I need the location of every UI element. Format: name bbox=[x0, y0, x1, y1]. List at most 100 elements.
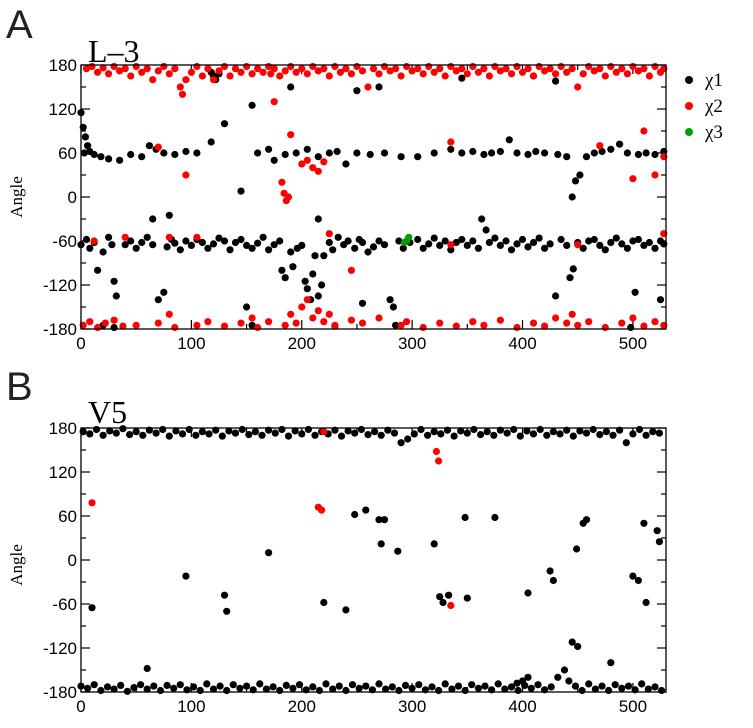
panel-a-series-2-point bbox=[193, 62, 201, 71]
panel-a-series-1-point bbox=[358, 299, 367, 307]
panel-b-series-1-point bbox=[546, 567, 554, 575]
panel-a-series-2-point bbox=[541, 322, 549, 330]
panel-a-series-2-point bbox=[248, 314, 256, 322]
panel-a-series-2-point bbox=[276, 72, 284, 80]
panel-b-series-1-point bbox=[529, 430, 538, 438]
panel-a-series-2-point bbox=[154, 67, 162, 75]
panel-b-series-1-point bbox=[463, 429, 471, 437]
panel-a-series-1-point bbox=[380, 241, 389, 249]
panel-a-series-2-point bbox=[585, 62, 593, 71]
panel-a-y-axis-label: Angle bbox=[7, 176, 26, 218]
panel-b-series-1-point bbox=[139, 431, 147, 439]
panel-a-series-1-point bbox=[623, 149, 632, 157]
panel-b-series-1-point bbox=[638, 680, 646, 688]
panel-b-series-1-point bbox=[441, 680, 449, 688]
panel-a-series-2-point bbox=[237, 68, 245, 76]
panel-a-series-1-point bbox=[351, 244, 359, 252]
panel-a-series-1-point bbox=[209, 240, 218, 248]
panel-a-series-2-point bbox=[502, 65, 510, 73]
panel-b-series-1-point bbox=[463, 594, 471, 602]
panel-a-series-1-point bbox=[220, 237, 229, 245]
panel-b-series-2-point bbox=[447, 601, 455, 610]
panel-a-series-1-point bbox=[171, 239, 179, 247]
panel-b-series-1-point bbox=[362, 506, 370, 514]
panel-b-series-1-point bbox=[574, 642, 582, 651]
panel-a-series-1-point bbox=[478, 215, 486, 223]
panel-a-series-1-point bbox=[325, 149, 333, 157]
panel-a-series-2-point bbox=[265, 318, 273, 326]
panel-b-series-1-point bbox=[322, 680, 330, 688]
panel-a-series-1-point bbox=[105, 155, 113, 163]
panel-a-series-2-point bbox=[182, 76, 190, 84]
panel-a-series-1-point bbox=[81, 133, 89, 141]
panel-a-series-1-point bbox=[90, 150, 98, 159]
panel-a-series-1-point bbox=[430, 234, 438, 242]
panel-a-series-1-point bbox=[629, 237, 637, 245]
panel-b-series-1-point bbox=[97, 686, 105, 695]
panel-b-series-1-point bbox=[549, 576, 558, 585]
panel-b-series-1-point bbox=[457, 427, 465, 435]
panel-b-series-1-point bbox=[298, 430, 306, 438]
panel-a-series-1-point bbox=[569, 265, 577, 273]
panel-b-series-1-point bbox=[569, 432, 577, 440]
panel-a-series-2-point bbox=[347, 266, 355, 274]
panel-a-series-2-point bbox=[88, 62, 96, 71]
panel-a-series-2-point bbox=[198, 72, 206, 80]
panel-a-series-2-point bbox=[105, 70, 113, 78]
panel-b-series-1-point bbox=[190, 683, 198, 691]
panel-a-series-2-point bbox=[287, 131, 295, 139]
panel-a-series-1-point bbox=[259, 233, 267, 241]
panel-b-series-1-point bbox=[205, 430, 213, 438]
panel-a-series-2-point bbox=[529, 72, 538, 80]
panel-a-series-1-point bbox=[314, 215, 322, 223]
panel-a-series-2-point bbox=[596, 142, 604, 150]
panel-a-series-2-point bbox=[645, 72, 654, 80]
panel-a-series-2-point bbox=[254, 323, 262, 332]
panel-a-series-1-point bbox=[281, 274, 289, 282]
panel-a-series-1-point bbox=[541, 244, 549, 252]
panel-a-series-2-point bbox=[248, 70, 256, 78]
panel-a-series-2-point bbox=[309, 314, 317, 322]
panel-a-series-1-point bbox=[265, 246, 273, 254]
panel-b-series-1-point bbox=[549, 428, 558, 436]
panel-b-series-1-point bbox=[357, 425, 365, 434]
panel-b-series-1-point bbox=[110, 685, 118, 693]
panel-b-series-1-point bbox=[439, 598, 447, 607]
panel-a-series-1-point bbox=[502, 237, 510, 245]
panel-b-series-1-point bbox=[589, 425, 597, 434]
panel-a-series-1-point bbox=[127, 237, 135, 245]
panel-a-series-2-point bbox=[425, 62, 433, 71]
panel-a-series-1-point bbox=[430, 149, 438, 157]
panel-b-series-1-point bbox=[284, 432, 293, 440]
panel-a-series-2-point bbox=[651, 171, 659, 179]
panel-a-series-1-point bbox=[265, 145, 273, 153]
panel-a-series-2-point bbox=[585, 318, 593, 326]
panel-a-series-2-point bbox=[430, 68, 438, 76]
panel-a-series-2-point bbox=[552, 70, 560, 78]
panel-a-series-2-point bbox=[607, 62, 615, 71]
panel-a-series-1-point bbox=[358, 238, 367, 247]
panel-a-series-1-point bbox=[254, 239, 262, 247]
panel-b-series-1-point bbox=[565, 677, 573, 685]
panel-a-series-1-point bbox=[375, 237, 383, 245]
panel-a-series-2-point bbox=[303, 296, 311, 304]
panel-b-y-tick-label: 60 bbox=[58, 507, 77, 526]
panel-b-series-1-point bbox=[658, 686, 666, 695]
panel-b-series-1-point bbox=[401, 681, 410, 690]
panel-b-series-1-point bbox=[150, 682, 158, 690]
panel-a-series-2-point bbox=[447, 241, 455, 249]
panel-b-series-1-point bbox=[88, 604, 96, 612]
panel-a-series-1-point bbox=[287, 83, 295, 91]
panel-a-series-2-point bbox=[596, 65, 604, 73]
panel-a-series-2-point bbox=[281, 321, 289, 329]
panel-a-series-1-point bbox=[554, 150, 562, 159]
panel-a-series-1-point bbox=[143, 233, 151, 241]
panel-a-series-1-point bbox=[513, 149, 521, 157]
panel-a-series-1-point bbox=[353, 87, 361, 95]
panel-b-series-1-point bbox=[605, 686, 613, 695]
panel-a-y-tick-label: 180 bbox=[49, 56, 77, 75]
panel-a-series-1-point bbox=[380, 149, 389, 157]
panel-a-series-2-point bbox=[563, 68, 571, 76]
panel-a-series-1-point bbox=[651, 244, 659, 252]
panel-b-series-1-point bbox=[315, 686, 323, 695]
